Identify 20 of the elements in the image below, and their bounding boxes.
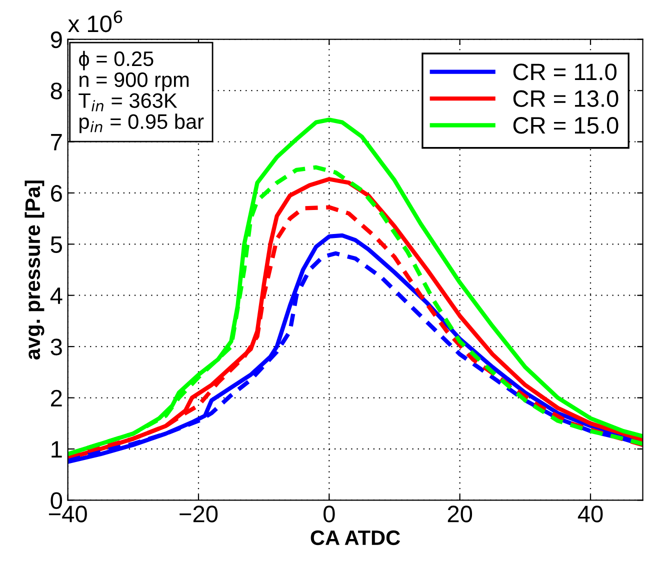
y-tick-label: 7 <box>51 134 62 150</box>
x-tick-label: 20 <box>448 506 472 522</box>
x-tick-label: −20 <box>180 506 218 522</box>
y-tick-label: 3 <box>50 338 62 356</box>
y-tick-label: 5 <box>50 236 62 253</box>
y-tick-label: 4 <box>50 288 62 304</box>
legend-label: CR = 13.0 <box>513 90 618 108</box>
y-tick-label: 1 <box>52 441 62 458</box>
legend-label: CR = 15.0 <box>513 117 618 134</box>
y-axis-title: avg. pressure [Pa] <box>24 180 44 360</box>
y-tick-label: 2 <box>51 390 62 406</box>
legend-label: CR = 11.0 <box>513 64 616 80</box>
x-axis-title: CA ATDC <box>310 530 400 546</box>
text: x 10$^{6}$ <box>68 10 122 32</box>
annotation: ϕ = 0.25 n = 900 rpm T$_{in}$ = 363K p$_{in}$ = 0.95 bar <box>78 50 204 134</box>
y-tick-label: 8 <box>50 82 62 100</box>
y-tick-label: 6 <box>51 185 62 202</box>
x-tick-label: 40 <box>578 506 603 522</box>
x-tick-label: 0 <box>324 506 335 522</box>
y-tick-label: 9 <box>50 31 62 48</box>
